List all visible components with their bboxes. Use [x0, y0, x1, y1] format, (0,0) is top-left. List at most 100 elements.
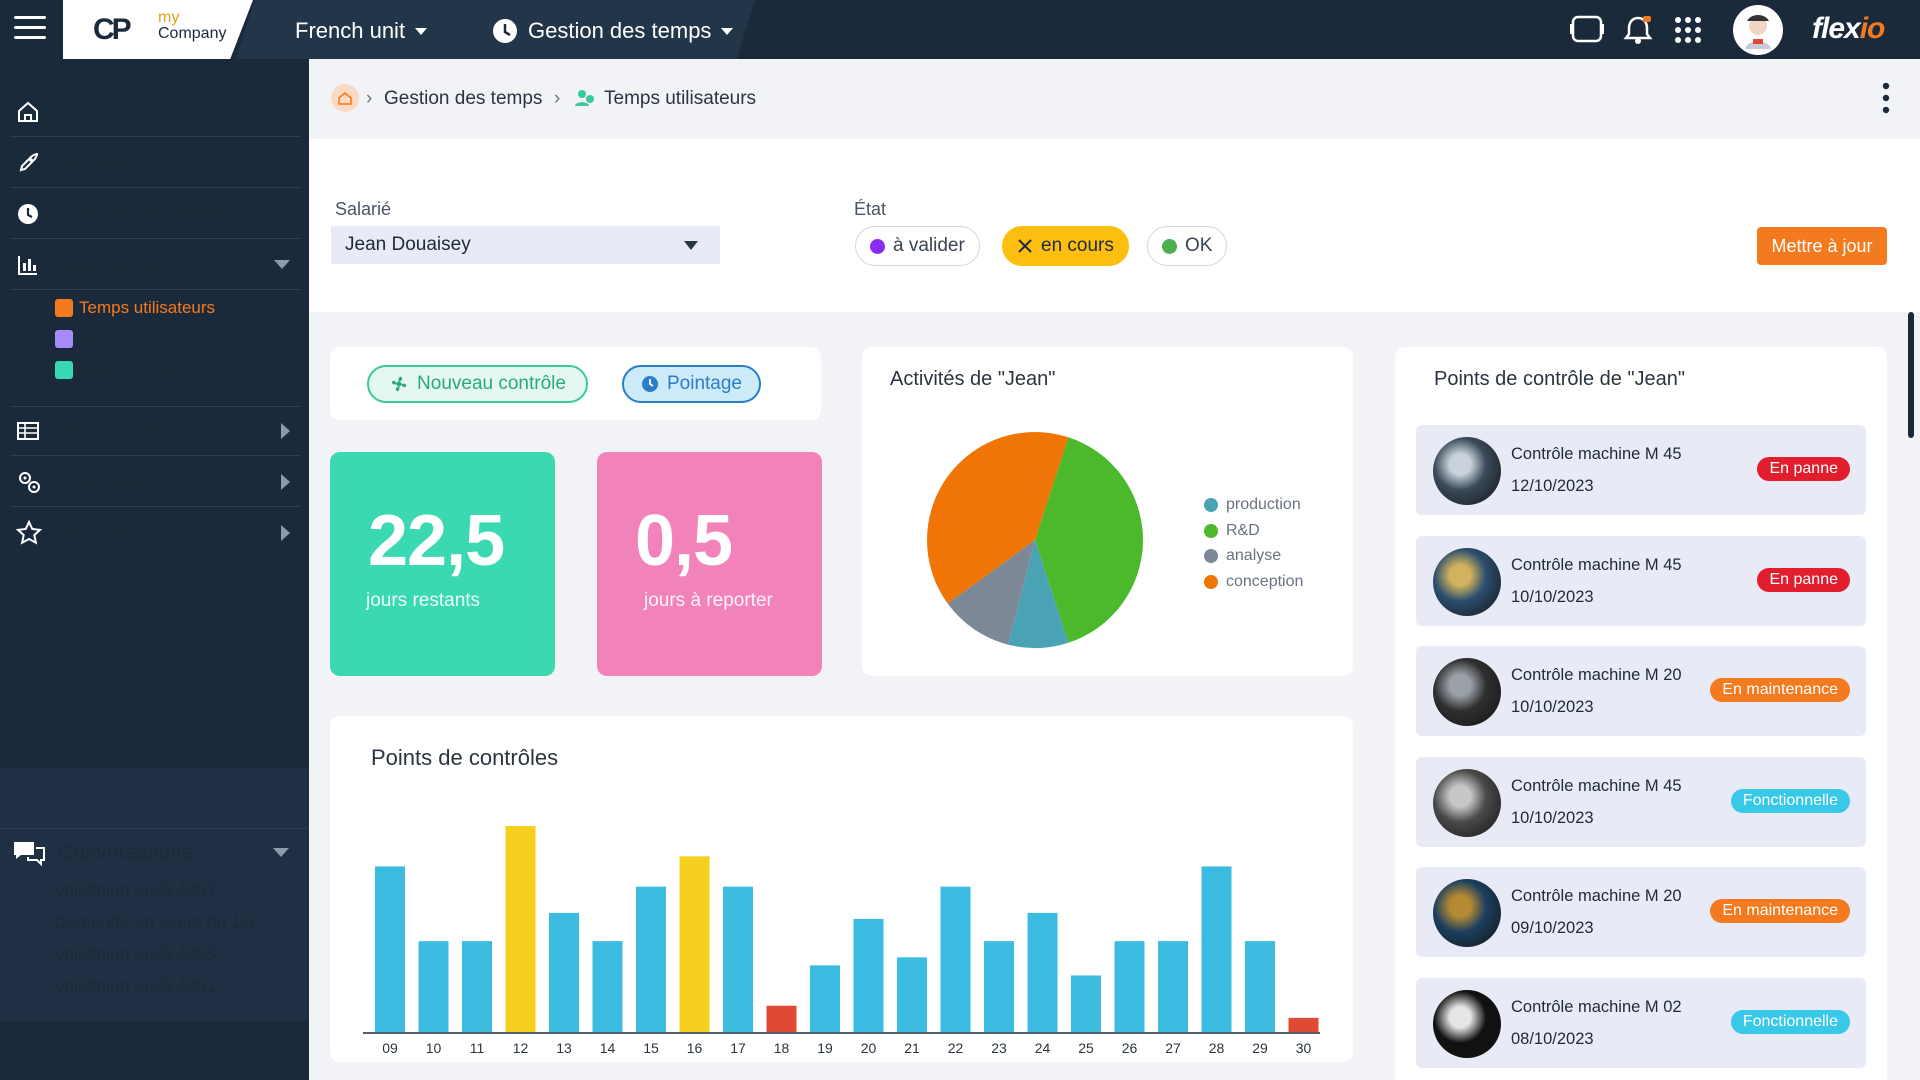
- control-point-item[interactable]: Contrôle machine M 45 10/10/2023 Fonctionn…: [1416, 756, 1866, 847]
- control-point-item[interactable]: Contrôle machine M 02 08/10/2023 Fonctionn…: [1416, 977, 1866, 1068]
- bar-14: [592, 941, 623, 1032]
- state-chip-a-valider[interactable]: à valider: [855, 226, 980, 266]
- machine-thumbnail: [1433, 547, 1501, 616]
- unit-selector-bg: [236, 0, 471, 59]
- control-point-item[interactable]: Contrôle machine M 45 10/10/2023 En panne: [1416, 535, 1866, 626]
- conversation-item[interactable]: Demande en cours du 17/...: [54, 912, 270, 932]
- sidebar-item-tableaux-de-bord[interactable]: Tableaux de bord: [10, 240, 300, 290]
- sidebar-subitem-audit-machine[interactable]: Audit machine: [55, 360, 187, 380]
- sidebar-item-favoris[interactable]: FAVORIS: [10, 508, 300, 558]
- kpi-days-to-carry-over: 0,5 jours à reporter: [597, 452, 822, 676]
- sidebar-item-accueil[interactable]: Accueil: [10, 87, 300, 137]
- legend-dot: [1204, 498, 1218, 512]
- company-logo[interactable]: CP my Company: [63, 0, 253, 59]
- sidebar-item-scenarios[interactable]: Scénarios: [10, 457, 300, 507]
- control-point-date: 12/10/2023: [1511, 477, 1594, 495]
- pie-slice-rd: [1035, 437, 1143, 643]
- more-options-icon[interactable]: [1882, 82, 1890, 114]
- sidebar-item-flexapps[interactable]: Flexapps: [10, 138, 300, 188]
- activities-pie-chart: [927, 432, 1143, 648]
- control-point-item[interactable]: Contrôle machine M 45 12/10/2023 En panne: [1416, 425, 1866, 515]
- status-badge: Fonctionnelle: [1730, 788, 1850, 813]
- employee-select[interactable]: Jean Douaisey: [331, 226, 720, 264]
- update-button[interactable]: Mettre à jour: [1757, 227, 1887, 265]
- menu-icon[interactable]: [14, 16, 46, 42]
- state-chip-en-cours[interactable]: en cours: [1002, 226, 1129, 266]
- bar-19: [810, 965, 840, 1032]
- bell-icon[interactable]: [1623, 14, 1653, 46]
- user-avatar[interactable]: [1733, 5, 1783, 55]
- control-point-name: Contrôle machine M 20: [1511, 887, 1682, 905]
- rocket-icon: [19, 152, 39, 171]
- control-point-item[interactable]: Contrôle machine M 20 09/10/2023 En mainte…: [1416, 867, 1866, 957]
- legend-item: production: [1204, 496, 1301, 514]
- status-badge: Fonctionnelle: [1730, 1009, 1850, 1034]
- conversation-item[interactable]: Validation audit 4901: [54, 976, 217, 996]
- conversation-item[interactable]: Validation audit 4905: [54, 944, 217, 964]
- activities-title: Activités de "Jean": [890, 368, 1056, 390]
- machine-thumbnail: [1433, 989, 1501, 1058]
- chevron-down-icon: [684, 241, 698, 250]
- bar-10: [418, 941, 449, 1032]
- tablet-icon[interactable]: [1570, 14, 1604, 44]
- users-icon: [55, 299, 73, 317]
- conversations-header[interactable]: Conversations: [0, 828, 309, 876]
- bar-30: [1288, 1017, 1319, 1032]
- top-bar: CP my Company French unit Gestion des te…: [0, 0, 1920, 59]
- breadcrumb-separator-icon: ›: [554, 88, 561, 109]
- kpi-value: 0,5: [635, 501, 733, 581]
- bar-18: [766, 1005, 797, 1032]
- kpi-value: 22,5: [368, 501, 505, 581]
- chevron-down-icon: [721, 27, 734, 35]
- sidebar-subitem-temps-utilisateurs[interactable]: Temps utilisateurs: [55, 298, 215, 318]
- state-chip-ok[interactable]: OK: [1147, 226, 1228, 266]
- pie-slice-production: [1008, 540, 1069, 648]
- new-control-button[interactable]: Nouveau contrôle: [367, 365, 588, 403]
- breadcrumb-temps-utilisateurs[interactable]: Temps utilisateurs: [604, 88, 757, 109]
- bar-27: [1158, 941, 1188, 1032]
- control-points-bar-chart: 09 10 11 12 13 14 15 16 17 18 19 20 21 22 23 24 25 26 27 28…: [363, 826, 1320, 1056]
- unit-selector[interactable]: French unit: [295, 18, 428, 44]
- legend-item: conception: [1204, 573, 1303, 591]
- control-point-date: 10/10/2023: [1511, 698, 1594, 716]
- clock-in-button[interactable]: Pointage: [622, 365, 761, 403]
- breadcrumb-separator-icon: ›: [366, 88, 373, 109]
- control-point-date: 08/10/2023: [1511, 1029, 1594, 1048]
- sidebar-item-gestion-des-temps[interactable]: Gestion des temps: [10, 189, 300, 239]
- breadcrumb-gestion-des-temps[interactable]: Gestion des temps: [384, 88, 543, 109]
- chevron-right-icon: [281, 473, 290, 490]
- sidebar-item-ressources[interactable]: Ressources: [10, 406, 300, 456]
- apps-grid-icon[interactable]: [1674, 16, 1702, 44]
- fan-icon: [55, 361, 73, 379]
- control-point-date: 10/10/2023: [1511, 587, 1594, 606]
- chevron-down-icon: [273, 848, 289, 857]
- gears-icon: [19, 471, 40, 493]
- fan-icon: [391, 376, 407, 392]
- control-point-name: Contrôle machine M 20: [1511, 666, 1682, 684]
- conversations-panel: [0, 768, 309, 1021]
- chat-icon: [14, 841, 45, 866]
- legend-label: R&D: [1226, 521, 1260, 539]
- home-icon[interactable]: [331, 84, 359, 112]
- control-point-name: Contrôle machine M 02: [1511, 997, 1682, 1016]
- control-point-item[interactable]: Contrôle machine M 20 10/10/2023 En mainte…: [1416, 646, 1866, 736]
- sidebar-subitem-kpi[interactable]: KPI: [55, 329, 106, 349]
- control-point-name: Contrôle machine M 45: [1511, 555, 1682, 574]
- x-tick-label: 22: [948, 1040, 964, 1056]
- kpi-caption: jours à reporter: [644, 590, 773, 611]
- bar-20: [853, 918, 884, 1032]
- bar-22: [940, 886, 971, 1032]
- x-tick-label: 18: [774, 1040, 790, 1056]
- status-badge: En panne: [1757, 457, 1850, 481]
- x-tick-label: 11: [470, 1040, 485, 1056]
- legend-dot: [1204, 574, 1218, 589]
- bar-16: [679, 856, 710, 1032]
- control-point-date: 10/10/2023: [1511, 808, 1594, 827]
- conversation-item[interactable]: Validation audit 4907: [54, 880, 217, 900]
- control-point-name: Contrôle machine M 45: [1511, 776, 1682, 795]
- module-selector[interactable]: Gestion des temps: [492, 18, 734, 44]
- filter-bar: [309, 139, 1920, 312]
- scrollbar[interactable]: [1908, 312, 1914, 438]
- control-point-name: Contrôle machine M 45: [1511, 445, 1682, 463]
- chevron-right-icon: [281, 423, 290, 439]
